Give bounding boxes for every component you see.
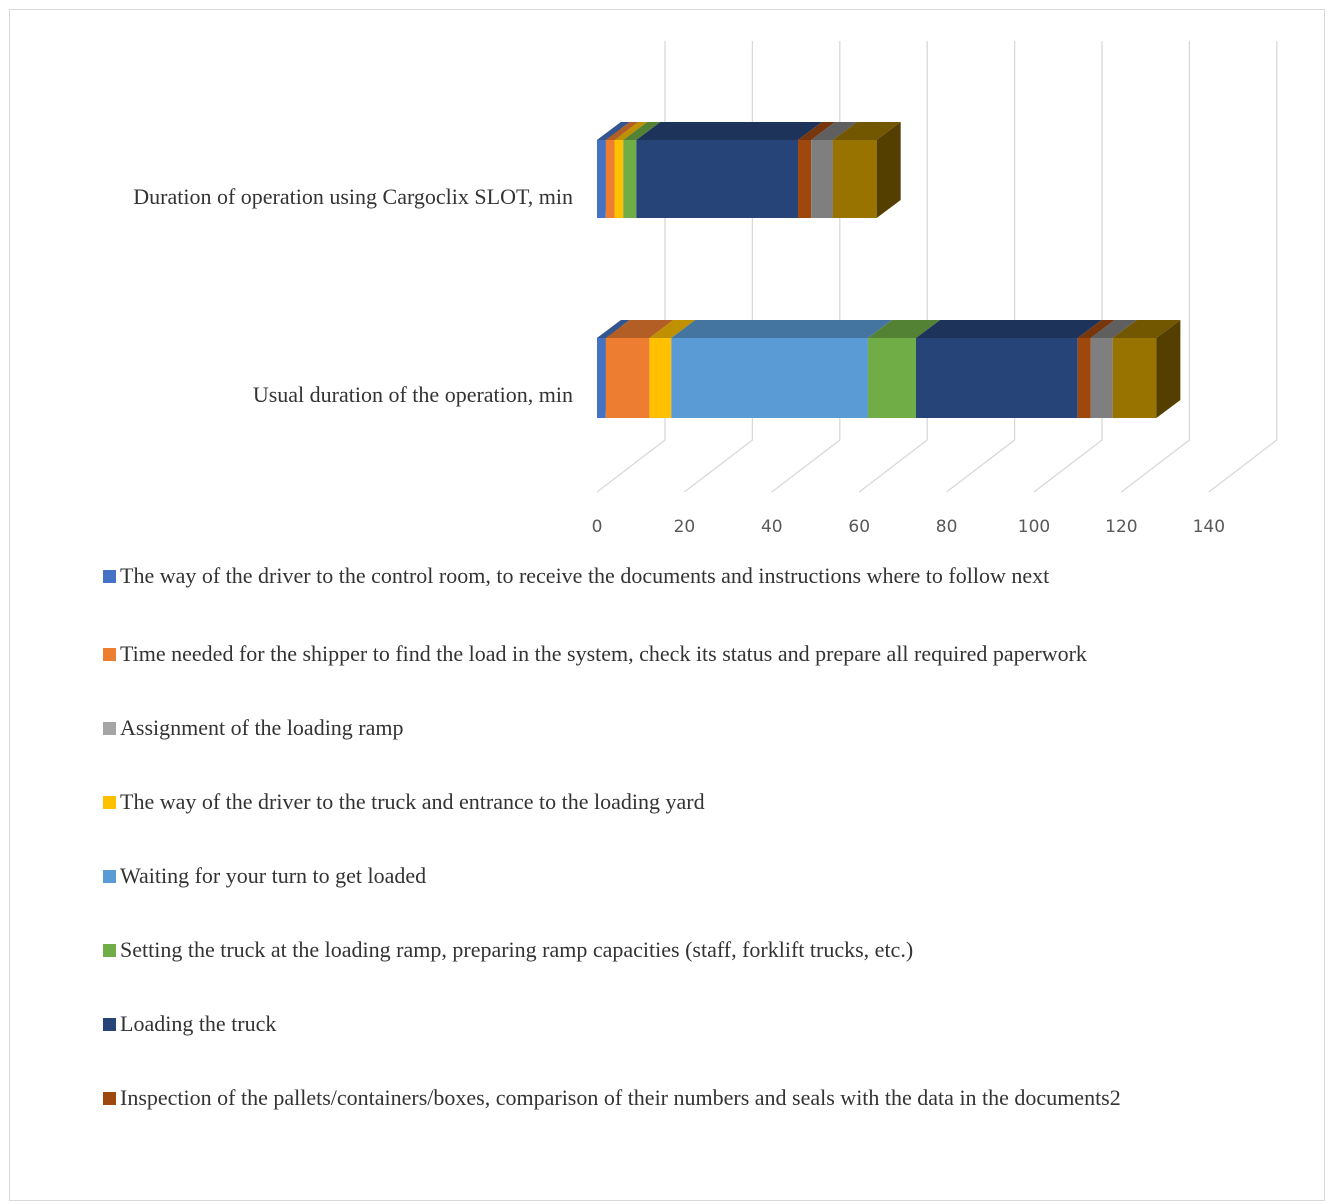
x-tick-label: 40: [761, 517, 783, 537]
gridline: [596, 41, 666, 493]
legend-swatch: [103, 870, 116, 883]
category-label: Duration of operation using Cargoclix SL…: [133, 184, 573, 209]
bar-segment: [811, 140, 833, 218]
bar-segment: [916, 338, 1078, 418]
bar-segment-top: [1090, 320, 1137, 338]
legend-entry: Time needed for the shipper to find the …: [103, 640, 1263, 668]
legend-swatch: [103, 570, 116, 583]
bar-segment: [1077, 338, 1091, 418]
legend-label: The way of the driver to the control roo…: [120, 563, 1050, 588]
category-labels: Duration of operation using Cargoclix SL…: [133, 184, 573, 407]
legend-item: Inspection of the pallets/containers/box…: [103, 1084, 1263, 1112]
gridline: [1208, 41, 1278, 493]
bar-segment: [798, 140, 812, 218]
gridline: [858, 41, 928, 493]
bar-segment: [867, 338, 917, 418]
bar-segment-top: [1077, 320, 1115, 338]
legend-item: Loading the truck: [103, 1010, 1263, 1038]
bar-stack: [597, 122, 901, 218]
x-tick-labels: 0 20 40 60 80 100 120 140: [592, 517, 1225, 537]
x-tick-label: 20: [674, 517, 696, 537]
legend-entry: The way of the driver to the control roo…: [103, 562, 1263, 590]
bar-segment-top: [671, 320, 892, 338]
bar-stack: [597, 320, 1181, 418]
x-tick-label: 140: [1193, 517, 1225, 537]
gridline: [684, 41, 754, 493]
gridline: [771, 41, 841, 493]
legend-entry: Waiting for your turn to get loaded: [103, 862, 1263, 890]
gridline: [1121, 41, 1191, 493]
bars: [597, 122, 1181, 418]
bar-segment: [605, 338, 650, 418]
legend-entry: The way of the driver to the truck and e…: [103, 788, 1263, 816]
bar-segment-top: [597, 122, 630, 140]
bar-segment: [832, 140, 877, 218]
legend-swatch: [103, 1092, 116, 1105]
bar-segment: [1112, 338, 1157, 418]
bar-segment: [671, 338, 868, 418]
bar-segment-top: [867, 320, 941, 338]
bar-segment: [623, 140, 637, 218]
legend-item: The way of the driver to the truck and e…: [103, 788, 1263, 816]
legend-entry: Inspection of the pallets/containers/box…: [103, 1084, 1263, 1112]
bar-segment-top: [811, 122, 857, 140]
gridline: [1033, 41, 1103, 493]
legend-item: The way of the driver to the control roo…: [103, 562, 1263, 590]
x-tick-label: 120: [1105, 517, 1137, 537]
legend-entry: Setting the truck at the loading ramp, p…: [103, 936, 1263, 964]
bar-segment: [597, 338, 606, 418]
bar-segment: [597, 140, 606, 218]
bar-segment-top: [636, 122, 823, 140]
bar-segment-top: [1112, 320, 1181, 338]
bar-segment-top: [597, 320, 630, 338]
legend-item: Assignment of the loading ramp: [103, 714, 1263, 742]
legend-swatch: [103, 722, 116, 735]
gridline: [946, 41, 1016, 493]
bar-segment-side: [1156, 320, 1181, 418]
legend-label: Loading the truck: [120, 1011, 277, 1036]
legend-label: Setting the truck at the loading ramp, p…: [120, 937, 914, 962]
legend-label: Time needed for the shipper to find the …: [120, 641, 1087, 666]
legend-swatch: [103, 1018, 116, 1031]
legend-swatch: [103, 796, 116, 809]
x-tick-label: 80: [936, 517, 958, 537]
legend-swatch: [103, 648, 116, 661]
bar-segment: [636, 140, 799, 218]
legend-swatch: [103, 944, 116, 957]
bar-segment-top: [798, 122, 836, 140]
bar-segment: [605, 140, 615, 218]
bar-segment-side: [876, 122, 901, 218]
bar-segment-top: [832, 122, 901, 140]
legend-entry: Loading the truck: [103, 1010, 1263, 1038]
legend-item: Time needed for the shipper to find the …: [103, 640, 1263, 668]
chart-plot: Duration of operation using Cargoclix SL…: [133, 41, 1278, 537]
legend-item: Setting the truck at the loading ramp, p…: [103, 936, 1263, 964]
legend-label: The way of the driver to the truck and e…: [120, 789, 705, 814]
gridlines: [596, 41, 1278, 493]
bar-segment-top: [916, 320, 1102, 338]
bar-segment-top: [649, 320, 696, 338]
bar-segment-top: [623, 122, 661, 140]
legend-label: Assignment of the loading ramp: [120, 715, 404, 740]
x-tick-label: 60: [848, 517, 870, 537]
legend-entry: Assignment of the loading ramp: [103, 714, 1263, 742]
bar-segment: [649, 338, 672, 418]
bar-segment-top: [614, 122, 648, 140]
category-label: Usual duration of the operation, min: [253, 382, 573, 407]
legend-label: Inspection of the pallets/containers/box…: [120, 1085, 1121, 1110]
bar-segment: [1090, 338, 1113, 418]
x-tick-label: 100: [1018, 517, 1050, 537]
x-tick-label: 0: [592, 517, 603, 537]
legend-item: Waiting for your turn to get loaded: [103, 862, 1263, 890]
bar-segment-top: [605, 320, 674, 338]
legend-label: Waiting for your turn to get loaded: [120, 863, 427, 888]
bar-segment-top: [605, 122, 639, 140]
bar-segment: [614, 140, 624, 218]
